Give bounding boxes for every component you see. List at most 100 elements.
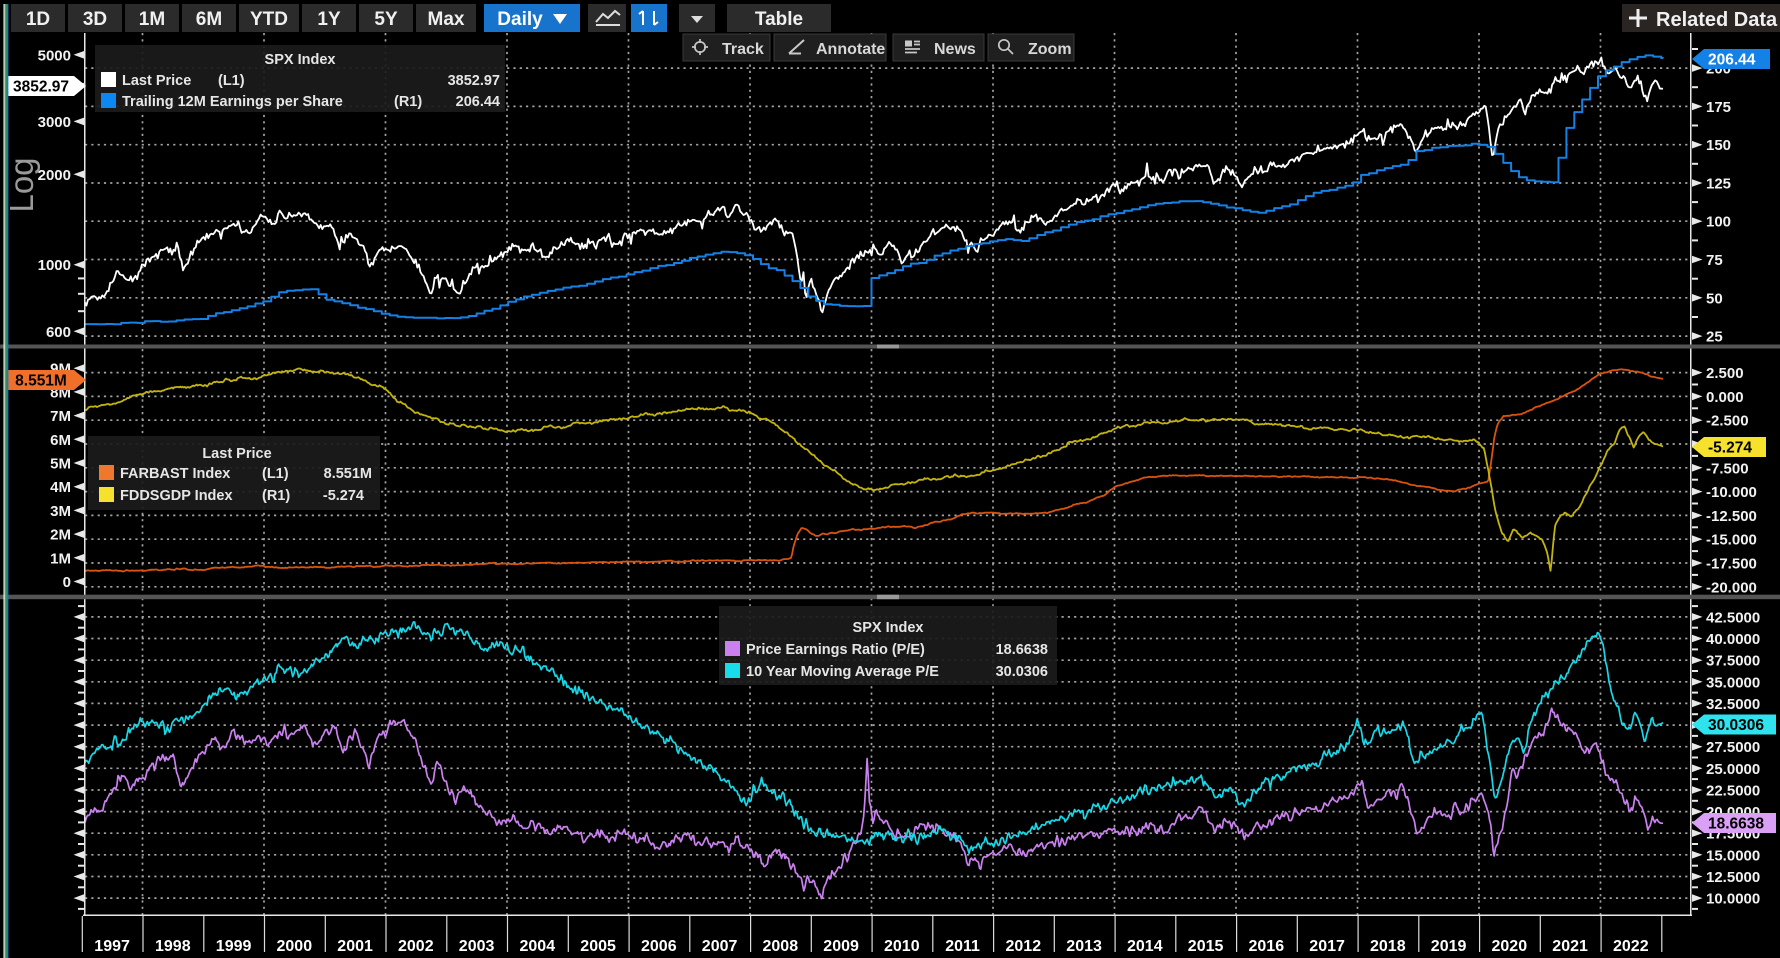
svg-text:18.6638: 18.6638 <box>996 642 1048 658</box>
svg-text:-15.000: -15.000 <box>1706 532 1757 549</box>
svg-text:75: 75 <box>1706 252 1723 269</box>
svg-text:FARBAST Index: FARBAST Index <box>120 466 230 482</box>
svg-text:2004: 2004 <box>520 938 556 955</box>
svg-text:-5.274: -5.274 <box>323 488 364 504</box>
svg-text:2008: 2008 <box>763 938 799 955</box>
svg-text:Annotate: Annotate <box>816 41 885 58</box>
svg-text:-10.000: -10.000 <box>1706 484 1757 501</box>
svg-text:18.6638: 18.6638 <box>1708 816 1764 833</box>
svg-text:Last Price: Last Price <box>202 446 271 462</box>
svg-text:5M: 5M <box>50 456 71 473</box>
svg-text:2000: 2000 <box>277 938 313 955</box>
svg-text:2015: 2015 <box>1188 938 1224 955</box>
svg-text:(R1): (R1) <box>262 488 290 504</box>
svg-text:32.5000: 32.5000 <box>1706 696 1760 713</box>
svg-text:2009: 2009 <box>823 938 859 955</box>
svg-text:10.0000: 10.0000 <box>1706 891 1760 908</box>
svg-text:2022: 2022 <box>1613 938 1649 955</box>
svg-text:2021: 2021 <box>1552 938 1588 955</box>
svg-text:(R1): (R1) <box>394 94 422 110</box>
svg-text:Related Data: Related Data <box>1656 9 1778 31</box>
svg-text:5Y: 5Y <box>374 9 398 30</box>
svg-text:2005: 2005 <box>580 938 616 955</box>
svg-text:(L1): (L1) <box>262 466 289 482</box>
svg-text:News: News <box>934 41 976 58</box>
svg-text:150: 150 <box>1706 137 1731 154</box>
svg-text:100: 100 <box>1706 214 1731 231</box>
svg-text:35.0000: 35.0000 <box>1706 674 1760 691</box>
svg-text:7M: 7M <box>50 408 71 425</box>
svg-text:1M: 1M <box>139 9 165 30</box>
svg-text:2012: 2012 <box>1006 938 1042 955</box>
svg-text:2014: 2014 <box>1127 938 1163 955</box>
svg-text:2001: 2001 <box>337 938 373 955</box>
svg-text:0: 0 <box>63 574 71 591</box>
svg-text:37.5000: 37.5000 <box>1706 653 1760 670</box>
svg-text:6M: 6M <box>196 9 222 30</box>
svg-text:206.44: 206.44 <box>1708 52 1756 69</box>
svg-text:1999: 1999 <box>216 938 252 955</box>
svg-text:5000: 5000 <box>38 47 71 64</box>
svg-text:2011: 2011 <box>945 938 980 955</box>
svg-text:3M: 3M <box>50 503 71 520</box>
svg-text:FDDSGDP Index: FDDSGDP Index <box>120 488 233 504</box>
svg-text:1Y: 1Y <box>317 9 341 30</box>
svg-text:Log: Log <box>3 157 40 212</box>
svg-text:2018: 2018 <box>1370 938 1406 955</box>
svg-text:-5.274: -5.274 <box>1708 440 1752 457</box>
svg-text:4M: 4M <box>50 479 71 496</box>
svg-text:1000: 1000 <box>38 257 71 274</box>
svg-text:6M: 6M <box>50 432 71 449</box>
svg-text:-12.500: -12.500 <box>1706 508 1757 525</box>
svg-text:8.551M: 8.551M <box>15 373 67 390</box>
svg-text:-7.500: -7.500 <box>1706 460 1749 477</box>
svg-text:Zoom: Zoom <box>1028 41 1072 58</box>
svg-text:2019: 2019 <box>1431 938 1467 955</box>
svg-text:12.5000: 12.5000 <box>1706 869 1760 886</box>
svg-text:2020: 2020 <box>1492 938 1528 955</box>
svg-text:Price Earnings Ratio (P/E): Price Earnings Ratio (P/E) <box>746 642 925 658</box>
svg-text:2017: 2017 <box>1309 938 1345 955</box>
svg-text:22.5000: 22.5000 <box>1706 783 1760 800</box>
svg-text:40.0000: 40.0000 <box>1706 631 1760 648</box>
svg-text:Max: Max <box>428 9 465 30</box>
svg-text:25: 25 <box>1706 329 1723 346</box>
svg-text:2007: 2007 <box>702 938 738 955</box>
svg-text:-20.000: -20.000 <box>1706 579 1757 596</box>
svg-text:30.0306: 30.0306 <box>1708 717 1764 734</box>
svg-text:42.5000: 42.5000 <box>1706 609 1760 626</box>
svg-text:27.5000: 27.5000 <box>1706 739 1760 756</box>
svg-text:30.0306: 30.0306 <box>996 664 1048 680</box>
svg-text:2.500: 2.500 <box>1706 365 1744 382</box>
svg-text:1998: 1998 <box>155 938 191 955</box>
svg-text:Daily: Daily <box>497 9 543 30</box>
svg-text:Track: Track <box>722 41 764 58</box>
svg-text:2016: 2016 <box>1249 938 1285 955</box>
svg-text:3D: 3D <box>83 9 107 30</box>
svg-text:10 Year Moving Average P/E: 10 Year Moving Average P/E <box>746 664 939 680</box>
svg-text:2M: 2M <box>50 527 71 544</box>
svg-text:25.0000: 25.0000 <box>1706 761 1760 778</box>
svg-text:Trailing 12M Earnings per Shar: Trailing 12M Earnings per Share <box>122 94 343 110</box>
svg-text:2000: 2000 <box>38 167 71 184</box>
svg-text:175: 175 <box>1706 99 1731 116</box>
svg-text:YTD: YTD <box>250 9 288 30</box>
svg-text:3852.97: 3852.97 <box>13 79 69 96</box>
svg-text:SPX Index: SPX Index <box>853 620 924 636</box>
svg-text:3000: 3000 <box>38 114 71 131</box>
svg-text:-17.500: -17.500 <box>1706 556 1757 573</box>
svg-text:3852.97: 3852.97 <box>448 73 500 89</box>
svg-text:2002: 2002 <box>398 938 434 955</box>
svg-text:15.0000: 15.0000 <box>1706 847 1760 864</box>
svg-text:0.000: 0.000 <box>1706 389 1744 406</box>
svg-text:50: 50 <box>1706 290 1723 307</box>
svg-text:2013: 2013 <box>1066 938 1102 955</box>
svg-text:SPX Index: SPX Index <box>265 52 336 68</box>
svg-text:600: 600 <box>46 324 71 341</box>
svg-text:206.44: 206.44 <box>456 94 500 110</box>
svg-text:1D: 1D <box>26 9 50 30</box>
svg-text:Table: Table <box>755 9 803 30</box>
svg-text:1M: 1M <box>50 550 71 567</box>
svg-text:2010: 2010 <box>884 938 920 955</box>
svg-text:8.551M: 8.551M <box>324 466 372 482</box>
